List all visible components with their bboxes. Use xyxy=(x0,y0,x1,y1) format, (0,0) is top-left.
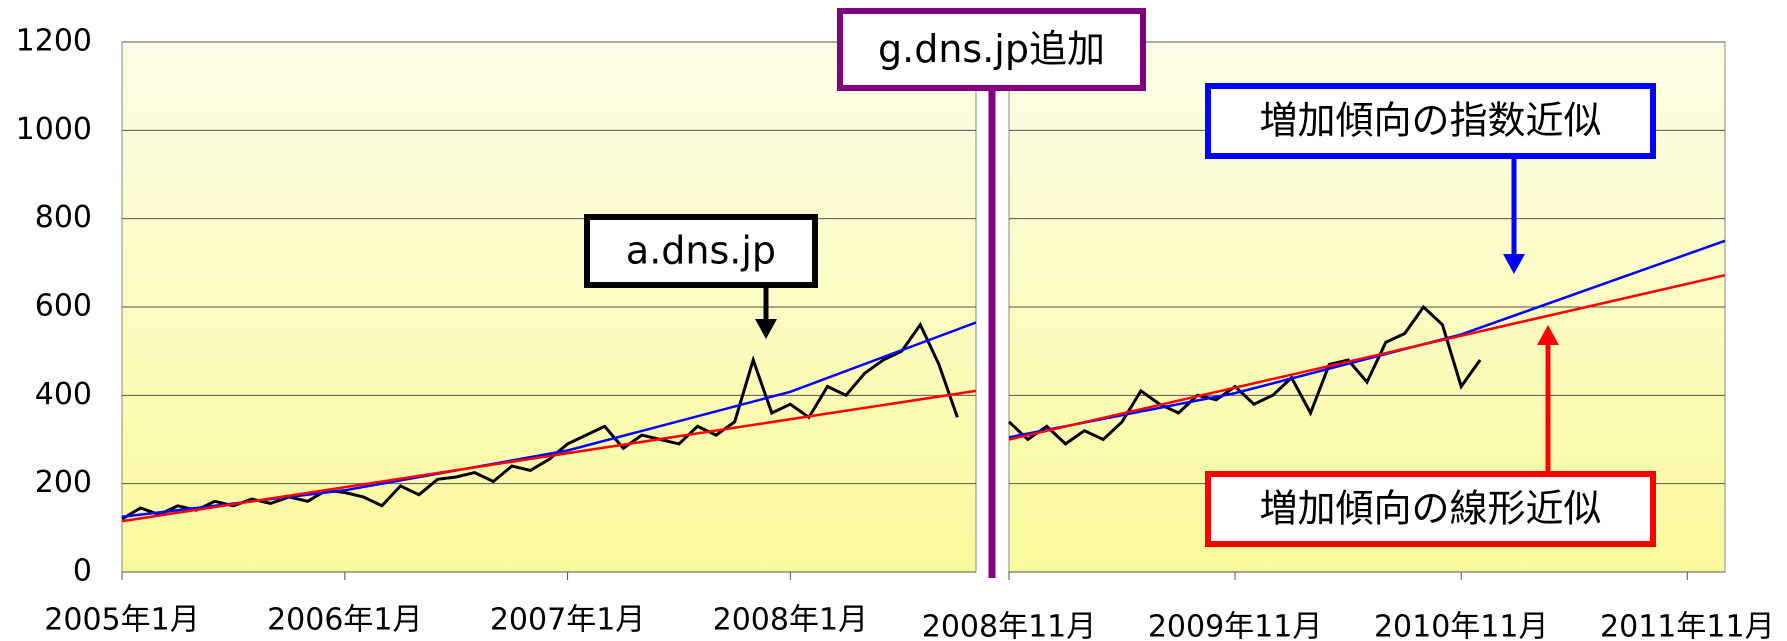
legend-label-box xyxy=(1205,83,1656,159)
y-tick-label: 400 xyxy=(35,377,92,412)
y-tick-label: 1200 xyxy=(16,24,92,59)
annotation: g.dns.jp追加 xyxy=(878,27,1105,71)
legend-label: 増加傾向の線形近似 xyxy=(1259,487,1601,531)
y-tick-label: 200 xyxy=(35,465,92,500)
trend-line xyxy=(121,389,977,523)
x-tick-label: 2008年11月 xyxy=(922,610,1097,641)
trend-line xyxy=(1008,239,1726,439)
x-tick-label: 2010年11月 xyxy=(1374,610,1549,641)
trend-line xyxy=(1008,273,1726,441)
annotation-arrow-head xyxy=(755,319,777,339)
annotation-box xyxy=(837,8,1146,91)
legend-label-box xyxy=(1205,471,1656,547)
y-tick-label: 800 xyxy=(35,200,92,235)
x-tick-label: 2008年1月 xyxy=(713,603,868,638)
x-tick-label: 2006年1月 xyxy=(267,603,422,638)
legend-label: 増加傾向の指数近似 xyxy=(1259,99,1601,143)
legend-arrow-head xyxy=(1503,254,1525,274)
x-tick-label: 2007年1月 xyxy=(490,603,645,638)
data-line xyxy=(1007,304,1482,446)
y-tick-label: 600 xyxy=(35,289,92,324)
y-tick-label: 1000 xyxy=(16,112,92,147)
x-tick-label: 2011年11月 xyxy=(1600,610,1775,641)
y-tick-label: 0 xyxy=(73,554,92,589)
x-tick-label: 2005年1月 xyxy=(44,603,199,638)
annotation-box xyxy=(584,214,818,288)
x-tick-label: 2009年11月 xyxy=(1148,610,1323,641)
annotation: a.dns.jp xyxy=(626,229,776,273)
legend-arrow-head xyxy=(1537,325,1559,345)
